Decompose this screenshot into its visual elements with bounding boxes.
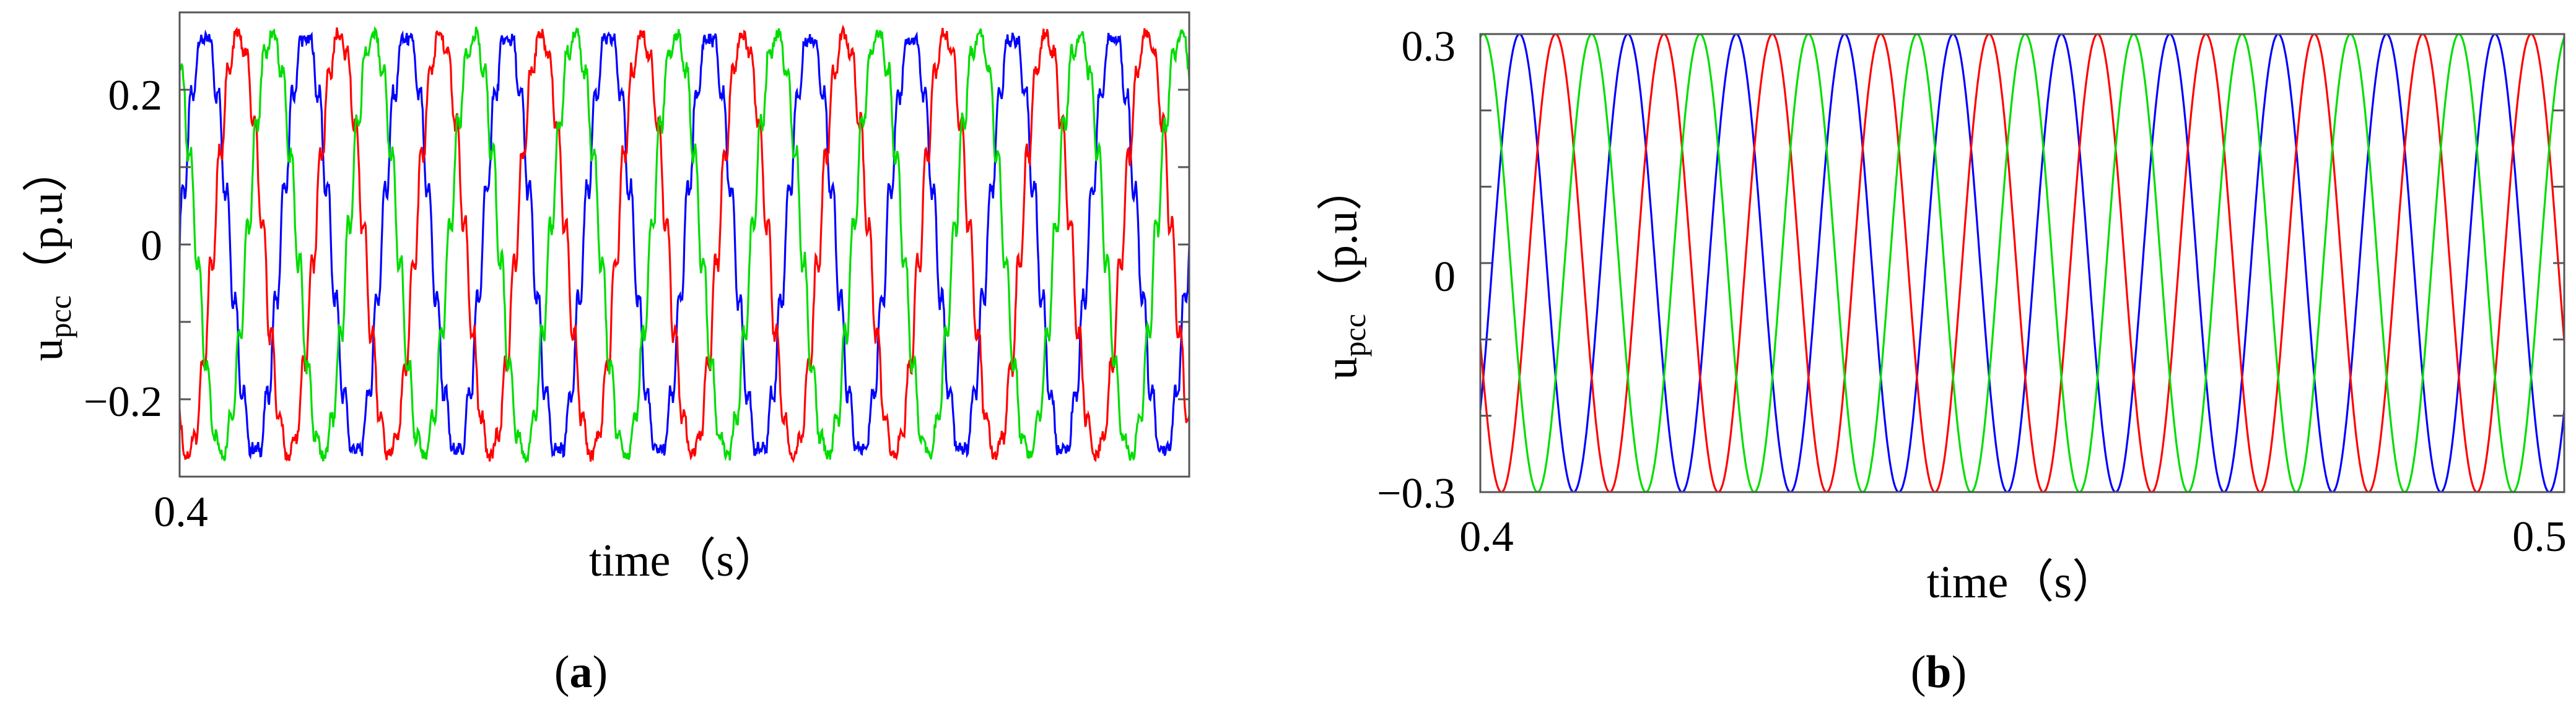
panel-b: 0.3 0 −0.3 0.4 0.5 upcc（p.u） time（s） (b) [1316,23,2567,698]
panel-a-ytick-label: −0.2 [84,378,162,426]
panel-b-ytick-label: 0 [1434,253,1456,301]
panel-a-y-axis-main: u [22,338,72,361]
panel-a-ytick-label: 0 [141,222,162,270]
panel-a-series-group [178,24,1190,464]
panel-a-xtick-label: 0.4 [154,488,208,536]
panel-b-y-axis-subscript: pcc [1337,314,1372,357]
panel-b-y-axis-unit: （p.u） [1316,165,1367,314]
panel-b-plot-frame [1479,33,2565,493]
panel-b-label: (b) [1911,647,1967,698]
panel-a-x-axis-title: time（s） [589,535,780,586]
panel-a-y-axis-subscript: pcc [43,295,77,338]
panel-a-series-line-2 [178,24,1190,464]
panel-a-series-line-3 [178,26,1190,464]
panel-b-series-line-2 [1479,33,2565,493]
panel-b-xtick-label: 0.4 [1459,513,1514,561]
panel-a-ytick-label: 0.2 [108,72,163,119]
panel-b-x-axis-title: time（s） [1927,557,2118,608]
panel-b-ytick-label: −0.3 [1377,470,1456,517]
panel-a-series-line-1 [178,29,1190,460]
panel-a-y-axis-title: upcc（p.u） [22,147,77,361]
panel-b-series-line-1 [1479,33,2565,493]
panel-b-y-axis-main: u [1316,357,1367,379]
panel-a-label: (a) [554,647,608,698]
panel-b-ticks [1480,33,2564,493]
panel-a: 0.2 0 −0.2 0.4 upcc（p.u） time（s） (a) [22,11,1190,698]
panel-b-series-line-3 [1479,33,2565,493]
panel-b-series-group [1479,33,2565,493]
panel-a-y-axis-unit: （p.u） [22,147,72,296]
panel-b-ytick-label: 0.3 [1402,23,1456,71]
panel-a-ticks [180,11,1189,478]
panel-b-xtick-label: 0.5 [2512,513,2567,561]
panel-b-y-axis-title: upcc（p.u） [1316,165,1372,380]
